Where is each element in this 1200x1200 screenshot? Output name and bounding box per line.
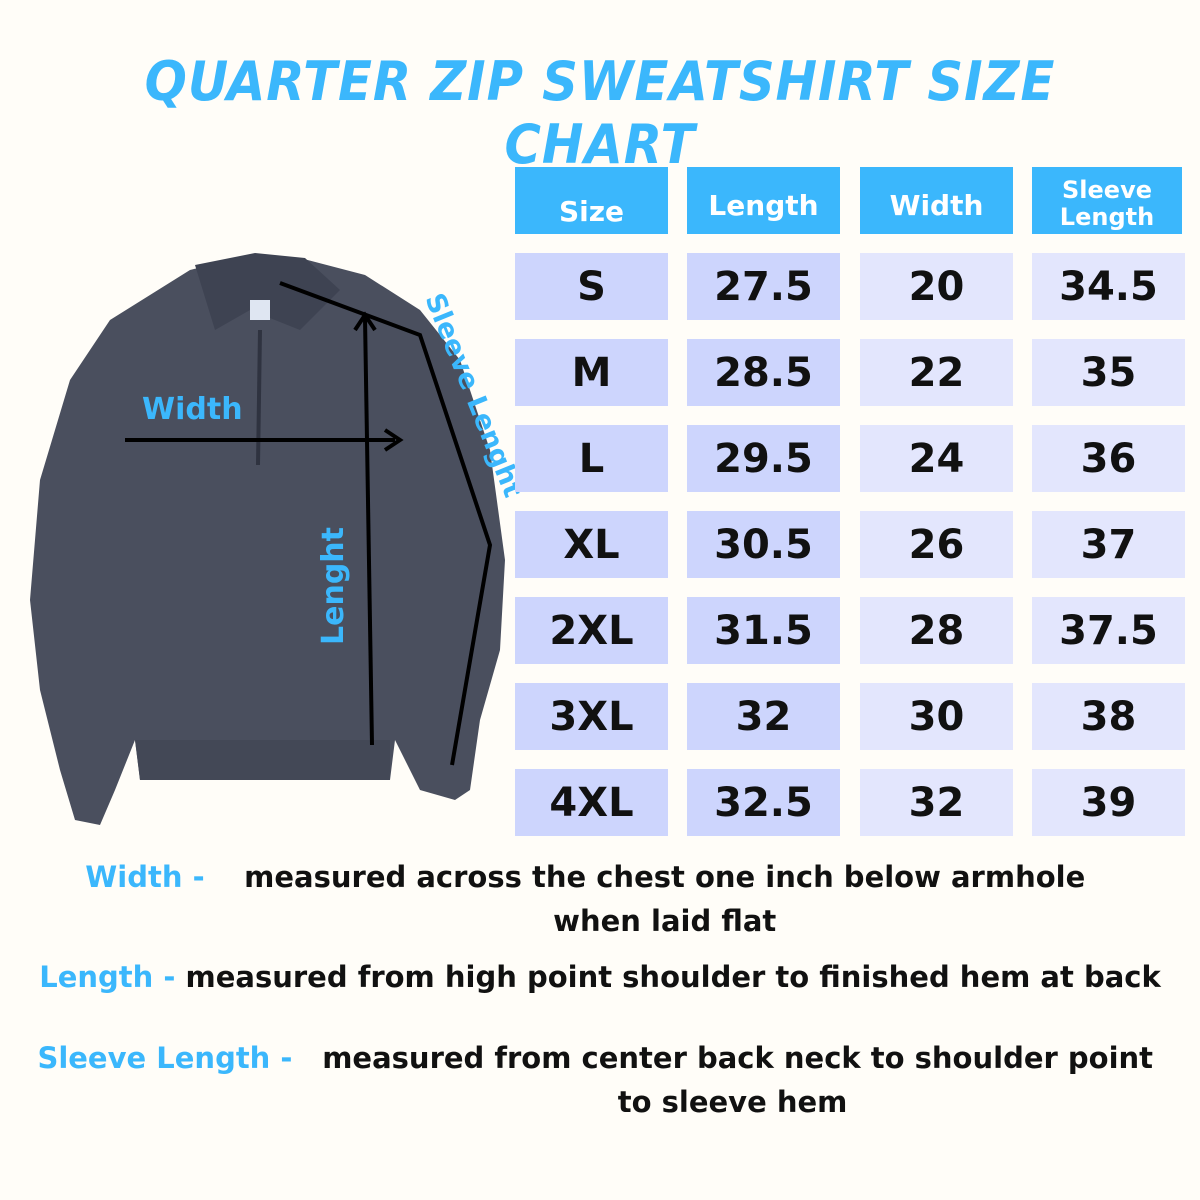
table-cell: 27.5 [687,253,840,320]
header-size: Size [515,167,668,234]
table-cell: 29.5 [687,425,840,492]
note-text: measured across the chest one inch below… [244,860,1086,938]
table-cell: 26 [860,511,1013,578]
sweatshirt-image [30,253,505,825]
table-cell: 20 [860,253,1013,320]
table-cell: 32 [687,683,840,750]
table-cell: S [515,253,668,320]
table-cell: M [515,339,668,406]
note-key: Width - [85,860,215,894]
table-cell: 2XL [515,597,668,664]
table-cell: 34.5 [1032,253,1185,320]
note-key: Sleeve Length - [37,1041,303,1075]
length-label: Lenght [316,527,351,645]
page-title: QUARTER ZIP SWEATSHIRT SIZE CHART [144,50,1056,176]
header-length: Length [687,167,840,234]
length-arrow [363,317,374,746]
sleeve-length-note: Sleeve Length - measured from center bac… [0,1036,1200,1124]
table-cell: 31.5 [687,597,840,664]
sleeve-arrow [279,281,493,766]
table-cell: L [515,425,668,492]
table-cell: 30.5 [687,511,840,578]
table-cell: 24 [860,425,1013,492]
table-cell: 22 [860,339,1013,406]
length-note: Length - measured from high point should… [0,955,1200,999]
table-cell: 32.5 [687,769,840,836]
width-label: Width [142,392,243,427]
table-cell: 39 [1032,769,1185,836]
table-cell: 37.5 [1032,597,1185,664]
table-cell: 36 [1032,425,1185,492]
note-text: measured from center back neck to should… [312,1041,1164,1119]
table-cell: 28.5 [687,339,840,406]
table-cell: 30 [860,683,1013,750]
table-cell: 38 [1032,683,1185,750]
table-cell: 32 [860,769,1013,836]
table-cell: 37 [1032,511,1185,578]
table-cell: 3XL [515,683,668,750]
width-note: Width - measured across the chest one in… [0,855,1200,943]
table-cell: 4XL [515,769,668,836]
note-key: Length - [39,960,186,994]
table-cell: 28 [860,597,1013,664]
header-width: Width [860,167,1013,234]
table-cell: XL [515,511,668,578]
note-text: measured from high point shoulder to fin… [185,960,1161,994]
header-sleeve-length: Sleeve Length [1032,167,1182,234]
table-cell: 35 [1032,339,1185,406]
